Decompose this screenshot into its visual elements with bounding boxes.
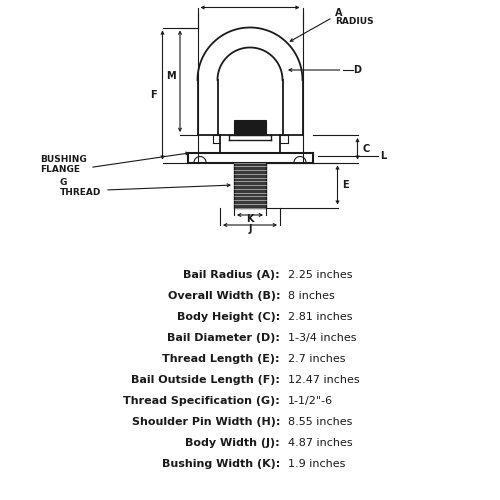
Text: A: A: [335, 8, 342, 18]
Text: M: M: [166, 71, 176, 81]
Text: 4.87 inches: 4.87 inches: [288, 438, 352, 448]
Text: Bushing Width (K):: Bushing Width (K):: [162, 459, 280, 469]
Bar: [234, 162, 266, 208]
Text: Body Width (J):: Body Width (J):: [186, 438, 280, 448]
Text: BUSHING: BUSHING: [40, 156, 87, 164]
Text: Thread Length (E):: Thread Length (E):: [162, 354, 280, 364]
Text: Bail Radius (A):: Bail Radius (A):: [184, 270, 280, 280]
Text: Shoulder Pin Width (H):: Shoulder Pin Width (H):: [132, 417, 280, 427]
Text: 2.7 inches: 2.7 inches: [288, 354, 345, 364]
Text: Body Height (C):: Body Height (C):: [177, 312, 280, 322]
Text: B: B: [246, 0, 254, 2]
Text: 2.81 inches: 2.81 inches: [288, 312, 352, 322]
Text: J: J: [248, 224, 252, 234]
Text: G: G: [60, 178, 68, 187]
Text: Thread Specification (G):: Thread Specification (G):: [123, 396, 280, 406]
Text: 1-3/4 inches: 1-3/4 inches: [288, 333, 356, 343]
Text: RADIUS: RADIUS: [335, 16, 374, 26]
Text: 8 inches: 8 inches: [288, 291, 334, 301]
Text: 8.55 inches: 8.55 inches: [288, 417, 352, 427]
Text: Bail Diameter (D):: Bail Diameter (D):: [167, 333, 280, 343]
Bar: [234, 120, 266, 135]
Text: F: F: [150, 90, 156, 100]
Text: L: L: [380, 150, 386, 160]
Text: 1.9 inches: 1.9 inches: [288, 459, 345, 469]
Text: D: D: [354, 65, 362, 75]
Text: C: C: [362, 144, 370, 154]
Text: Bail Outside Length (F):: Bail Outside Length (F):: [131, 375, 280, 385]
Text: K: K: [246, 214, 254, 224]
Text: 2.25 inches: 2.25 inches: [288, 270, 352, 280]
Text: THREAD: THREAD: [60, 188, 102, 197]
Text: 1-1/2"-6: 1-1/2"-6: [288, 396, 333, 406]
Text: 12.47 inches: 12.47 inches: [288, 375, 359, 385]
Text: E: E: [342, 180, 349, 190]
Text: FLANGE: FLANGE: [40, 166, 80, 174]
Text: Overall Width (B):: Overall Width (B):: [168, 291, 280, 301]
